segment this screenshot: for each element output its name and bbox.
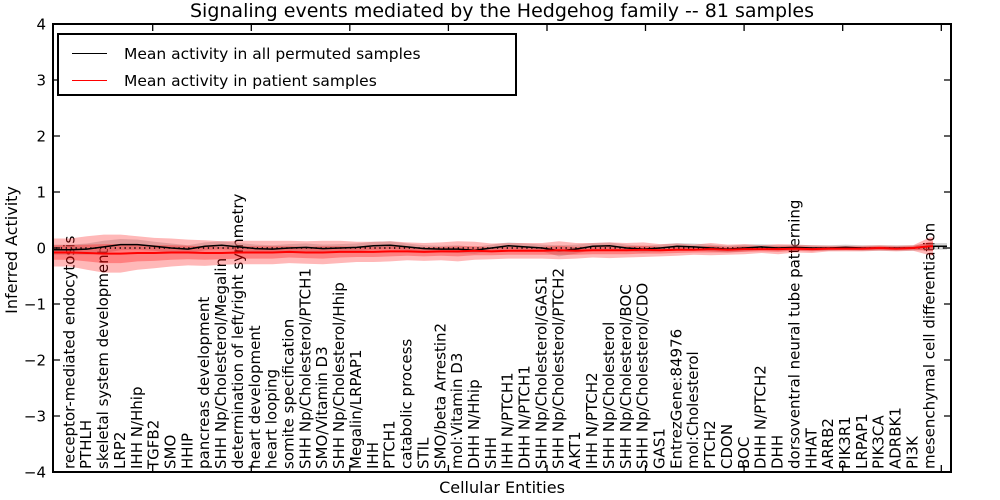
x-tick-label: STIL bbox=[414, 437, 432, 469]
y-tick-label: −1 bbox=[24, 296, 46, 314]
x-tick-label: SHH Np/Cholesterol/PTCH1 bbox=[296, 268, 314, 469]
x-tick-label: SMO/beta Arrestin2 bbox=[431, 323, 449, 469]
x-tick-label: SHH Np/Cholesterol/Hhip bbox=[330, 282, 348, 469]
x-tick-label: LRP2 bbox=[111, 432, 129, 469]
x-tick-label: PIK3R1 bbox=[836, 416, 854, 469]
x-tick-label: DHH bbox=[769, 435, 787, 469]
y-tick-label: 4 bbox=[36, 16, 46, 34]
x-tick-label: heart development bbox=[246, 325, 264, 469]
x-tick-label: EntrezGene:84976 bbox=[667, 329, 685, 469]
x-tick-labels: receptor-mediated endocytosisPTHLHskelet… bbox=[60, 193, 938, 470]
x-axis-title: Cellular Entities bbox=[439, 478, 565, 497]
x-tick-label: determination of left/right symmetry bbox=[229, 193, 247, 469]
permuted-mean-line bbox=[53, 243, 947, 252]
x-tick-label: SHH Np/Cholesterol/BOC bbox=[617, 284, 635, 469]
x-tick-label: SHH Np/Cholesterol/CDO bbox=[634, 283, 652, 469]
x-tick-label: SHH Np/Cholesterol bbox=[600, 322, 618, 469]
legend: Mean activity in all permuted samples Me… bbox=[57, 33, 517, 96]
tick-marks bbox=[53, 23, 951, 473]
y-tick-label: 1 bbox=[36, 184, 46, 202]
x-tick-label: DHH N/PTCH1 bbox=[516, 365, 534, 469]
x-tick-label: PTCH2 bbox=[701, 420, 719, 469]
legend-line-sample-permuted bbox=[72, 53, 107, 54]
x-tick-label: PTCH1 bbox=[381, 420, 399, 469]
x-tick-label: CDON bbox=[718, 424, 736, 469]
x-tick-label: IHH N/Hhip bbox=[128, 387, 146, 470]
x-tick-label: pancreas development bbox=[195, 297, 213, 469]
x-tick-label: PIK3CA bbox=[870, 415, 888, 469]
chart-layers bbox=[53, 234, 947, 273]
y-tick-labels: 4 3 2 1 0 −1 −2 −3 −4 bbox=[24, 16, 46, 482]
x-tick-label: GAS1 bbox=[651, 428, 669, 469]
y-tick-label: 2 bbox=[36, 128, 46, 146]
y-axis-title: Inferred Activity bbox=[2, 186, 21, 314]
x-tick-label: SHH Np/Cholesterol/PTCH2 bbox=[549, 268, 567, 469]
x-tick-label: IHH bbox=[364, 442, 382, 469]
x-tick-label: AKT1 bbox=[566, 431, 584, 469]
band-1 bbox=[53, 234, 933, 273]
x-tick-label: Megalin/LRPAP1 bbox=[347, 350, 365, 470]
y-tick-label: −3 bbox=[24, 408, 46, 426]
axis-ticks bbox=[53, 23, 951, 473]
x-tick-label: skeletal system development bbox=[94, 248, 112, 469]
x-tick-label: mesenchymal cell differentiation bbox=[920, 223, 938, 469]
x-tick-label: PTHLH bbox=[77, 420, 95, 469]
x-tick-label: receptor-mediated endocytosis bbox=[60, 236, 78, 469]
x-tick-label: PI3K bbox=[903, 435, 921, 469]
x-tick-label: somite specification bbox=[280, 319, 298, 469]
x-tick-label: DHH N/PTCH2 bbox=[752, 365, 770, 469]
x-tick-label: catabolic process bbox=[398, 339, 416, 469]
x-tick-label: IHH N/PTCH1 bbox=[499, 372, 517, 469]
x-tick-label: SMO/Vitamin D3 bbox=[313, 346, 331, 469]
x-tick-label: TGFB2 bbox=[145, 420, 163, 470]
chart-title: Signaling events mediated by the Hedgeho… bbox=[189, 0, 814, 22]
x-tick-label: DHH N/Hhip bbox=[465, 379, 483, 469]
legend-entry-permuted: Mean activity in all permuted samples bbox=[72, 40, 515, 67]
y-tick-label: 3 bbox=[36, 72, 46, 90]
x-tick-label: SHH Np/Cholesterol/GAS1 bbox=[533, 276, 551, 469]
x-tick-label: LRPAP1 bbox=[853, 413, 871, 469]
band-2 bbox=[53, 241, 933, 264]
legend-line-sample-patient bbox=[72, 80, 107, 81]
x-tick-label: BOC bbox=[735, 437, 753, 469]
legend-label-permuted: Mean activity in all permuted samples bbox=[124, 44, 421, 63]
x-tick-label: SHH bbox=[482, 437, 500, 469]
x-tick-label: ARRB2 bbox=[819, 418, 837, 469]
y-tick-label: 0 bbox=[36, 240, 46, 258]
x-tick-label: ADRBK1 bbox=[887, 407, 905, 469]
x-tick-label: SHH Np/Cholesterol/Megalin bbox=[212, 258, 230, 469]
y-tick-label: −4 bbox=[24, 464, 46, 482]
patient-mean-line bbox=[53, 245, 933, 255]
x-tick-label: dorsoventral neural tube patterning bbox=[785, 200, 803, 469]
x-tick-label: mol:Cholesterol bbox=[684, 351, 702, 469]
y-tick-label: −2 bbox=[24, 352, 46, 370]
x-tick-label: heart looping bbox=[263, 369, 281, 469]
legend-entry-patient: Mean activity in patient samples bbox=[72, 67, 515, 94]
x-tick-label: mol:Vitamin D3 bbox=[448, 353, 466, 469]
x-tick-label: HHIP bbox=[178, 433, 196, 469]
x-tick-label: SMO bbox=[162, 435, 180, 469]
x-tick-label: HHAT bbox=[802, 427, 820, 469]
x-tick-label: IHH N/PTCH2 bbox=[583, 372, 601, 469]
legend-label-patient: Mean activity in patient samples bbox=[124, 71, 377, 90]
